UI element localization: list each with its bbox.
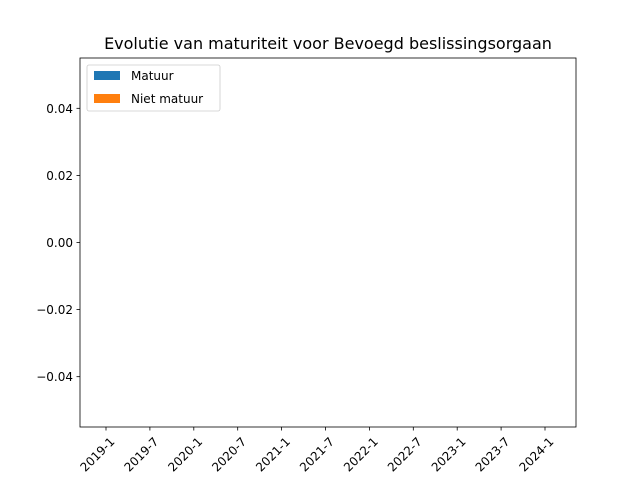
x-tick-label: 2021-7 <box>297 435 337 475</box>
y-axis: 0.04 0.02 0.00 −0.02 −0.04 <box>36 102 80 384</box>
x-tick-label: 2019-1 <box>78 435 118 475</box>
legend-swatch <box>94 71 120 80</box>
x-tick-label: 2023-1 <box>429 435 469 475</box>
legend-label: Matuur <box>131 69 174 83</box>
x-axis: 2019-1 2019-7 2020-1 2020-7 2021-1 2021-7 2022… <box>78 427 557 475</box>
x-tick-label: 2020-1 <box>165 435 205 475</box>
y-tick-label: −0.04 <box>36 370 73 384</box>
legend-label: Niet matuur <box>131 92 203 106</box>
x-tick-label: 2022-7 <box>385 435 425 475</box>
y-tick-label: −0.02 <box>36 303 73 317</box>
legend-swatch <box>94 94 120 103</box>
x-tick-label: 2024-1 <box>517 435 557 475</box>
x-tick-label: 2022-1 <box>341 435 381 475</box>
x-tick-label: 2023-7 <box>473 435 513 475</box>
legend: Matuur Niet matuur <box>86 64 221 112</box>
x-tick-label: 2020-7 <box>209 435 249 475</box>
plot-frame <box>79 57 577 428</box>
legend-box <box>86 64 221 112</box>
x-tick-label: 2021-1 <box>253 435 293 475</box>
y-tick-label: 0.04 <box>46 102 73 116</box>
chart-title: Evolutie van maturiteit voor Bevoegd bes… <box>104 34 552 53</box>
y-tick-label: 0.00 <box>46 236 73 250</box>
y-tick-label: 0.02 <box>46 169 73 183</box>
x-tick-label: 2019-7 <box>121 435 161 475</box>
